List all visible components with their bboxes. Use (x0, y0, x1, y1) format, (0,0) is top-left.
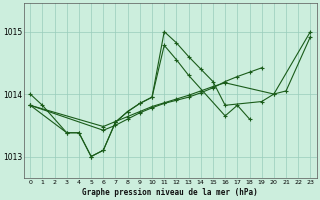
X-axis label: Graphe pression niveau de la mer (hPa): Graphe pression niveau de la mer (hPa) (83, 188, 258, 197)
